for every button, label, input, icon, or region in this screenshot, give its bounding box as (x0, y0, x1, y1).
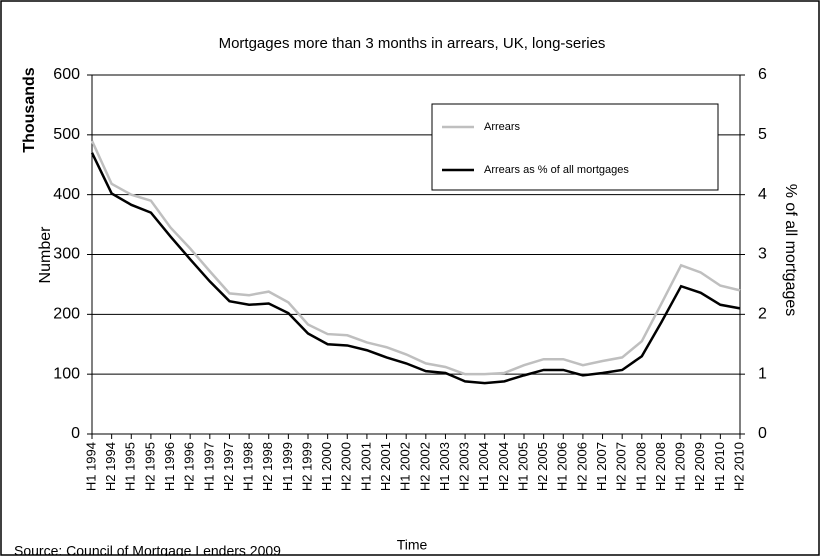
x-tick-label: H2 2010 (731, 442, 746, 491)
x-tick-label: H1 2004 (476, 442, 491, 491)
source: Source: Council of Mortgage Lenders 2009 (14, 543, 281, 556)
y-unit-label: Thousands (21, 67, 38, 152)
x-tick-label: H1 2000 (319, 442, 334, 491)
x-tick-label: H1 1994 (83, 442, 98, 491)
y2-tick-label: 6 (758, 66, 767, 83)
y-tick-label: 300 (53, 246, 80, 263)
x-tick-label: H1 2002 (398, 442, 413, 491)
x-tick-label: H1 1996 (162, 442, 177, 491)
x-tick-label: H1 1999 (280, 442, 295, 491)
x-tick-label: H2 1995 (142, 442, 157, 491)
y-tick-label: 600 (53, 66, 80, 83)
y-tick-label: 500 (53, 126, 80, 143)
y2-tick-label: 1 (758, 365, 767, 382)
x-tick-label: H2 2009 (692, 442, 707, 491)
x-tick-label: H1 1997 (201, 442, 216, 491)
legend-label: Arrears (484, 121, 521, 133)
x-axis-label: Time (397, 537, 428, 553)
x-tick-label: H2 1994 (103, 442, 118, 491)
x-tick-label: H2 1999 (299, 442, 314, 491)
y2-tick-label: 0 (758, 425, 767, 442)
x-tick-label: H2 2001 (378, 442, 393, 491)
x-tick-label: H1 2010 (712, 442, 727, 491)
legend-label: Arrears as % of all mortgages (484, 164, 629, 176)
y2-axis-label: % of all mortgages (782, 184, 799, 317)
y-tick-label: 400 (53, 186, 80, 203)
y2-tick-label: 3 (758, 246, 767, 263)
y-tick-label: 100 (53, 365, 80, 382)
x-tick-label: H2 2007 (614, 442, 629, 491)
x-tick-label: H2 2003 (457, 442, 472, 491)
x-tick-label: H1 2003 (437, 442, 452, 491)
x-tick-label: H2 2008 (653, 442, 668, 491)
legend (431, 103, 719, 191)
x-tick-label: H2 2000 (339, 442, 354, 491)
x-tick-label: H1 2006 (555, 442, 570, 491)
y-axis-label: Number (37, 226, 54, 284)
x-tick-label: H1 1995 (123, 442, 138, 491)
x-tick-label: H1 2007 (594, 442, 609, 491)
x-tick-label: H1 2001 (358, 442, 373, 491)
x-tick-label: H2 2004 (496, 442, 511, 491)
y-tick-label: 0 (71, 425, 80, 442)
chart-title: Mortgages more than 3 months in arrears,… (219, 35, 606, 52)
x-tick-label: H2 2002 (417, 442, 432, 491)
x-tick-label: H2 2006 (574, 442, 589, 491)
x-tick-label: H2 1998 (260, 442, 275, 491)
x-tick-label: H1 2005 (515, 442, 530, 491)
x-tick-label: H1 1998 (241, 442, 256, 491)
y2-tick-label: 5 (758, 126, 767, 143)
y-tick-label: 200 (53, 306, 80, 323)
x-tick-label: H2 1996 (182, 442, 197, 491)
series-line (90, 140, 741, 376)
y2-tick-label: 2 (758, 306, 767, 323)
x-tick-label: H1 2008 (633, 442, 648, 491)
x-tick-label: H2 2005 (535, 442, 550, 491)
x-tick-label: H2 1997 (221, 442, 236, 491)
series-line (90, 152, 741, 385)
x-tick-label: H1 2009 (673, 442, 688, 491)
y2-tick-label: 4 (758, 186, 767, 203)
